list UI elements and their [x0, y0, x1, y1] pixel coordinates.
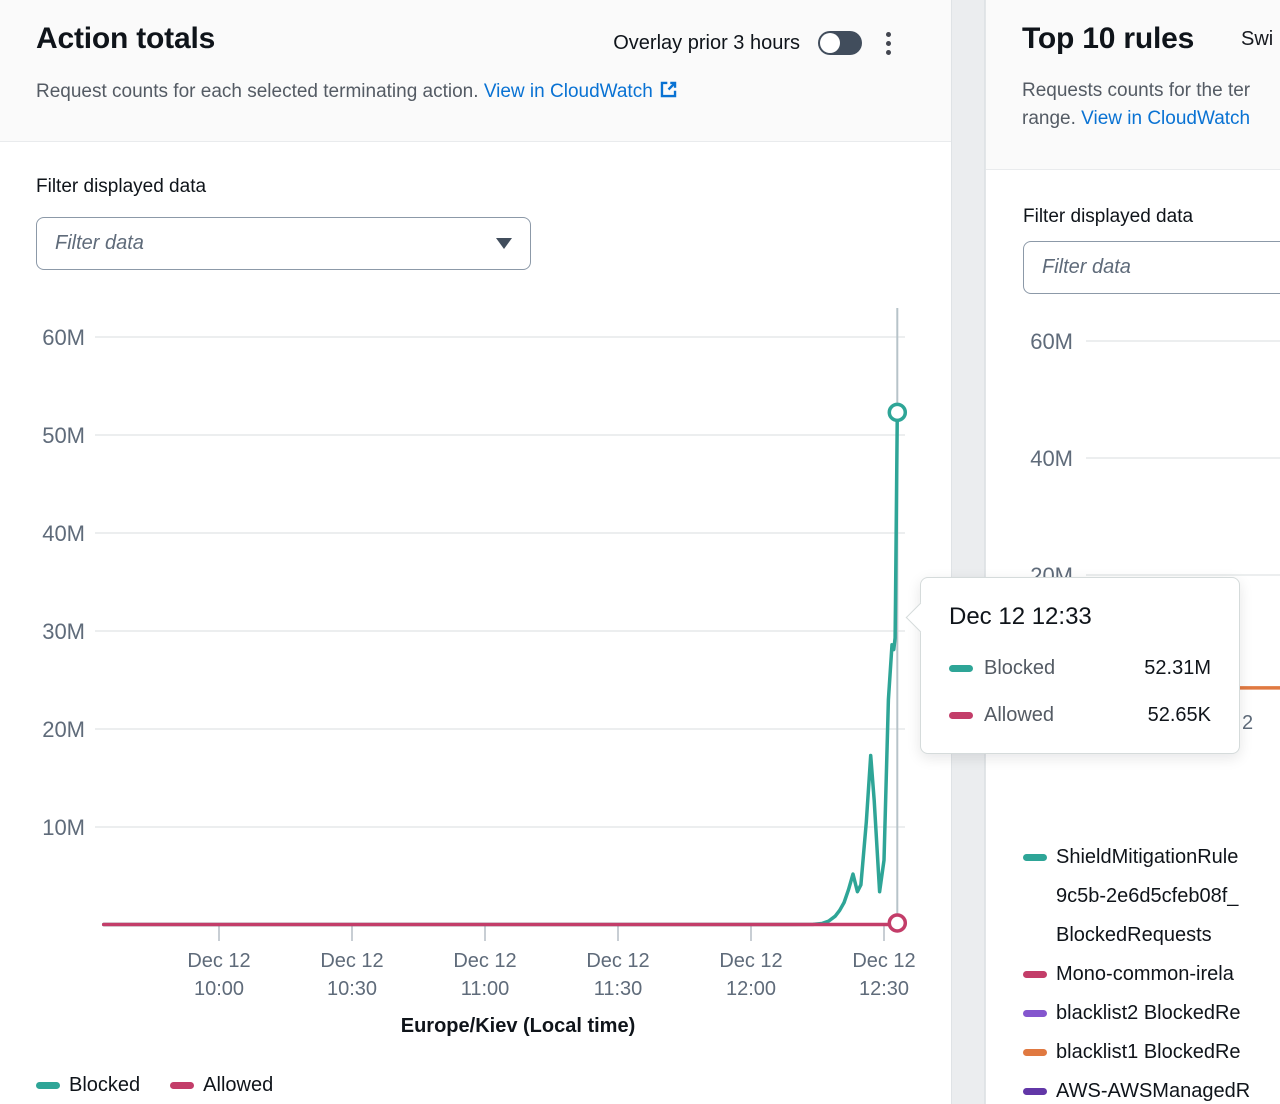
- top-10-rules-panel: Top 10 rules Swi Requests counts for the…: [985, 0, 1280, 1104]
- panel-divider: [951, 0, 985, 1104]
- legend-dash-icon: [1023, 1010, 1047, 1017]
- top-10-rules-header: Top 10 rules Swi Requests counts for the…: [986, 0, 1280, 170]
- legend-label: blacklist1 BlockedRe: [1056, 1041, 1241, 1063]
- legend-dash-icon: [1023, 1088, 1047, 1095]
- legend-dash-icon: [949, 712, 973, 719]
- svg-text:12:00: 12:00: [726, 978, 776, 1000]
- legend-item[interactable]: Mono-common-irela: [1023, 955, 1250, 994]
- filter-data-select[interactable]: Filter data: [1023, 241, 1280, 294]
- tooltip-title: Dec 12 12:33: [949, 603, 1092, 630]
- tooltip-series-label: Allowed: [984, 704, 1055, 726]
- svg-text:10:30: 10:30: [327, 978, 377, 1000]
- svg-text:60M: 60M: [42, 325, 85, 350]
- legend-label: Allowed: [203, 1074, 274, 1096]
- legend-label: Mono-common-irela: [1056, 963, 1234, 985]
- legend-item[interactable]: AWS-AWSManagedR: [1023, 1072, 1250, 1104]
- header-controls: Overlay prior 3 hours: [613, 24, 897, 62]
- svg-text:Dec 12: Dec 12: [852, 950, 915, 972]
- svg-text:Dec 12: Dec 12: [453, 950, 516, 972]
- svg-text:50M: 50M: [42, 423, 85, 448]
- legend-label: blacklist2 BlockedRe: [1056, 1002, 1241, 1024]
- toggle-knob: [820, 33, 840, 53]
- filter-placeholder: Filter data: [55, 232, 144, 254]
- legend-dash-icon: [949, 665, 973, 672]
- legend-label: AWS-AWSManagedR: [1056, 1080, 1251, 1102]
- action-totals-header: Action totals Overlay prior 3 hours Requ…: [0, 0, 951, 142]
- filter-data-select[interactable]: Filter data: [36, 217, 531, 270]
- clipped-header-text: Swi: [1241, 28, 1274, 50]
- svg-text:40M: 40M: [42, 521, 85, 546]
- caret-down-icon: [496, 238, 512, 249]
- legend-dash-icon: [1023, 1049, 1047, 1056]
- svg-text:Dec 12: Dec 12: [320, 950, 383, 972]
- svg-text:10:00: 10:00: [194, 978, 244, 1000]
- clipped-axis-label: 2: [1242, 712, 1254, 734]
- cloudwatch-link[interactable]: View in CloudWatch: [1081, 108, 1251, 129]
- subtitle-text: Request counts for each selected termina…: [36, 81, 479, 102]
- panel-title: Action totals: [36, 22, 216, 55]
- panel-subtitle-line2: range. View in CloudWatch: [1022, 108, 1251, 129]
- svg-text:Dec 12: Dec 12: [187, 950, 250, 972]
- svg-text:Dec 12: Dec 12: [586, 950, 649, 972]
- tooltip-row: Allowed 52.65K: [949, 692, 1211, 739]
- legend-item[interactable]: blacklist1 BlockedRe: [1023, 1033, 1250, 1072]
- legend-label: ShieldMitigationRule 9c5b-2e6d5cfeb08f_ …: [1056, 846, 1239, 946]
- svg-text:Europe/Kiev (Local time): Europe/Kiev (Local time): [401, 1015, 636, 1037]
- action-totals-panel: Action totals Overlay prior 3 hours Requ…: [0, 0, 951, 1104]
- chart-legend: Blocked Allowed: [36, 1074, 273, 1097]
- external-link-icon: [659, 80, 678, 105]
- panel-subtitle-line1: Requests counts for the ter: [1022, 80, 1251, 101]
- tooltip-row: Blocked 52.31M: [949, 645, 1211, 692]
- svg-text:30M: 30M: [42, 619, 85, 644]
- svg-text:40M: 40M: [1030, 446, 1073, 471]
- legend-item[interactable]: ShieldMitigationRule 9c5b-2e6d5cfeb08f_ …: [1023, 838, 1250, 955]
- legend-dash-icon: [170, 1082, 195, 1089]
- kebab-menu-icon[interactable]: [880, 28, 897, 59]
- legend-dash-icon: [1023, 854, 1047, 861]
- svg-text:11:00: 11:00: [461, 978, 510, 1000]
- filter-displayed-data-label: Filter displayed data: [36, 176, 207, 197]
- legend-dash-icon: [1023, 971, 1047, 978]
- action-totals-chart[interactable]: 10M 20M 30M 40M 50M 60M Dec 12 10:00 Dec 12 10:30…: [0, 0, 951, 1104]
- overlay-prior-label: Overlay prior 3 hours: [613, 31, 800, 54]
- legend-item[interactable]: blacklist2 BlockedRe: [1023, 994, 1250, 1033]
- tooltip-series-value: 52.31M: [1144, 657, 1211, 679]
- chart-tooltip: Dec 12 12:33 Blocked 52.31M Allowed 52.65K: [905, 577, 1240, 754]
- legend-item-allowed[interactable]: Allowed: [170, 1074, 273, 1097]
- legend-label: Blocked: [69, 1074, 141, 1096]
- svg-text:60M: 60M: [1030, 329, 1073, 354]
- svg-text:20M: 20M: [42, 717, 85, 742]
- svg-text:12:30: 12:30: [859, 978, 909, 1000]
- tooltip-series-label: Blocked: [984, 657, 1056, 679]
- svg-text:Dec 12: Dec 12: [719, 950, 782, 972]
- panel-title: Top 10 rules: [1022, 22, 1195, 55]
- tooltip-series-value: 52.65K: [1147, 704, 1211, 726]
- svg-text:11:30: 11:30: [594, 978, 643, 1000]
- filter-placeholder: Filter data: [1042, 256, 1131, 278]
- chart-legend: ShieldMitigationRule 9c5b-2e6d5cfeb08f_ …: [1023, 838, 1250, 1104]
- svg-text:10M: 10M: [42, 815, 85, 840]
- filter-displayed-data-label: Filter displayed data: [1023, 206, 1194, 227]
- overlay-toggle[interactable]: [818, 31, 862, 55]
- cloudwatch-link[interactable]: View in CloudWatch: [484, 81, 678, 102]
- legend-dash-icon: [36, 1082, 60, 1089]
- panel-subtitle: Request counts for each selected termina…: [36, 80, 678, 105]
- legend-item-blocked[interactable]: Blocked: [36, 1074, 140, 1097]
